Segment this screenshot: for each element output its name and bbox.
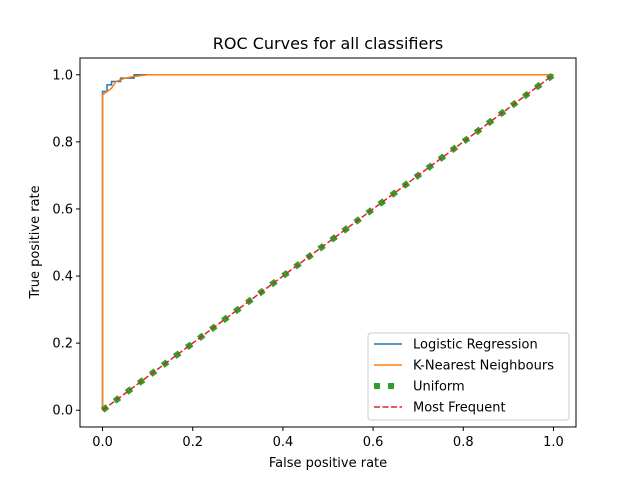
x-tick-label: 0.6 (363, 435, 384, 450)
x-axis-label: False positive rate (269, 456, 387, 471)
y-axis-ticks: 0.0 0.2 0.4 0.6 0.8 1.0 (52, 68, 80, 419)
y-tick-label: 0.6 (52, 202, 73, 217)
x-tick-label: 0.0 (92, 435, 113, 450)
series-layer (100, 72, 556, 413)
legend-items: Logistic Regression K-Nearest Neighbours U… (374, 338, 554, 416)
y-tick-label: 0.2 (52, 337, 73, 352)
legend-frame (367, 332, 570, 421)
y-tick-label: 0.8 (52, 135, 73, 150)
x-tick-label: 0.4 (273, 435, 294, 450)
y-axis-label: True positive rate (28, 185, 43, 299)
x-tick-label: 0.8 (453, 435, 474, 450)
legend-label-3: Most Frequent (413, 401, 506, 416)
plot-frame (79, 57, 577, 428)
x-tick-label: 1.0 (543, 435, 564, 450)
legend-label-0: Logistic Regression (413, 338, 538, 353)
plot-area (79, 57, 577, 428)
x-tick-label: 0.2 (182, 435, 203, 450)
legend: Logistic Regression K-Nearest Neighbours U… (367, 332, 570, 421)
legend-label-1: K-Nearest Neighbours (413, 359, 554, 374)
series-line-1 (101, 74, 554, 411)
chart-title: ROC Curves for all classifiers (213, 34, 443, 53)
legend-label-2: Uniform (413, 380, 465, 395)
series-line-3 (102, 74, 554, 411)
y-tick-label: 1.0 (52, 68, 73, 83)
x-axis-ticks: 0.0 0.2 0.4 0.6 0.8 1.0 (92, 427, 564, 450)
y-tick-label: 0.0 (52, 404, 73, 419)
y-tick-label: 0.4 (52, 270, 73, 285)
